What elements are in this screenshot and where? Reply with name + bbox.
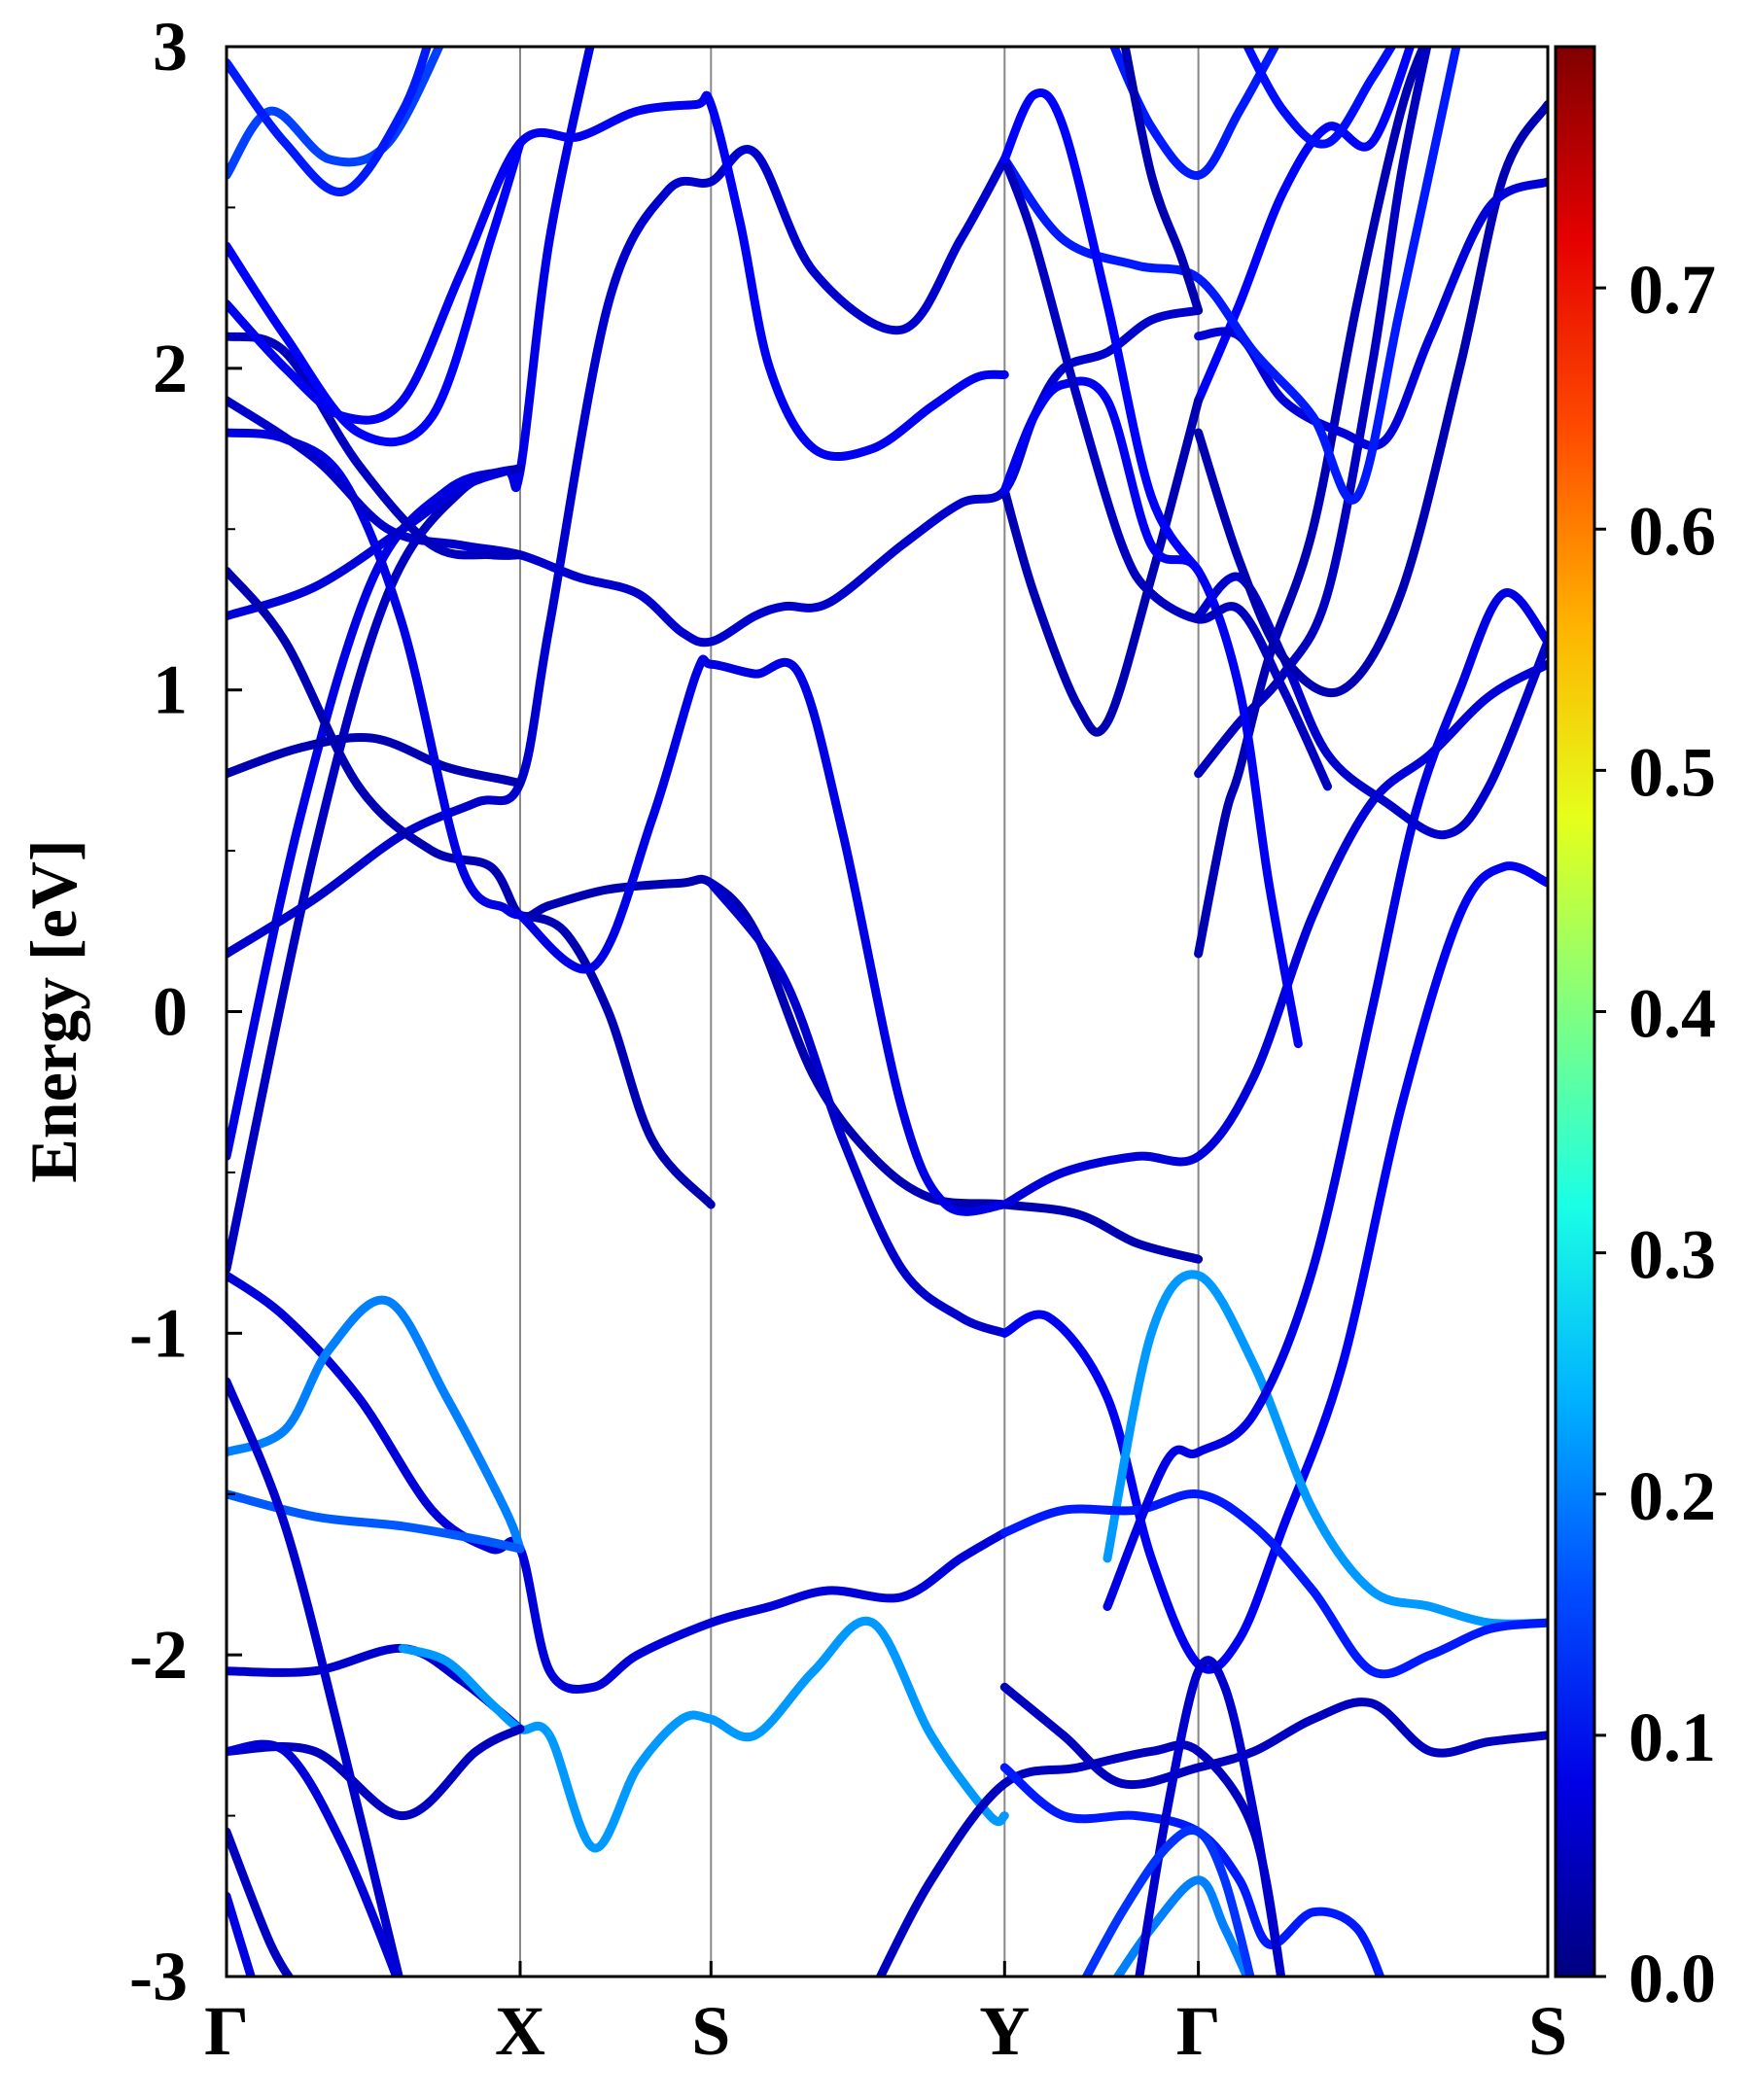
band-line: [227, 1377, 403, 1977]
colorbar-tick-label: 0.2: [1628, 1457, 1716, 1535]
band-line: [1194, 47, 1416, 405]
band-line: [398, 1616, 1009, 1853]
colorbar-tick-label: 0.6: [1628, 492, 1716, 570]
colorbar-tick-label: 0.5: [1628, 733, 1716, 811]
band-line: [1102, 1270, 1548, 1628]
band-line: [999, 155, 1332, 791]
band-line: [1194, 47, 1429, 959]
x-tick-label: S: [691, 1992, 730, 2070]
band-line: [227, 733, 525, 788]
x-tick-label: S: [1528, 1992, 1567, 2070]
band-line: [227, 138, 525, 447]
band-line: [227, 1724, 525, 1821]
band-line: [227, 47, 444, 180]
band-line: [227, 1271, 1009, 1694]
band-line: [227, 1739, 402, 1977]
band-line: [515, 910, 716, 1209]
band-line: [1194, 47, 1432, 779]
band-line: [1194, 100, 1548, 698]
colorbar-tick-label: 0.0: [1628, 1940, 1716, 2017]
bands: [227, 47, 1548, 1977]
band-line: [706, 878, 1009, 1338]
colorbar-tick-label: 0.7: [1628, 251, 1716, 329]
y-tick-label: 0: [153, 973, 188, 1051]
band-line: [227, 47, 595, 1161]
band-line: [227, 1891, 256, 1977]
x-tick-label: X: [495, 1992, 545, 2070]
band-line: [1102, 588, 1548, 1611]
band-line: [999, 1763, 1385, 1977]
band-line: [515, 654, 1009, 1216]
y-tick-label: 1: [153, 651, 188, 729]
colorbar-tick-label: 0.4: [1628, 975, 1716, 1053]
y-tick-label: 3: [153, 8, 188, 86]
x-tick-label: Γ: [1176, 1992, 1221, 2070]
y-ticks: 3 2 1 0 -1 -2 -3: [129, 8, 242, 2015]
band-line: [1112, 1875, 1252, 1977]
y-tick-label: 2: [153, 330, 188, 407]
band-line: [999, 396, 1204, 737]
band-line: [999, 1489, 1548, 1679]
band-line: [227, 145, 1009, 959]
band-line: [227, 305, 1204, 648]
colorbar-gradient: [1554, 45, 1596, 1978]
band-line: [227, 90, 1009, 462]
band-line: [999, 376, 1303, 1049]
band-line: [227, 566, 1204, 1264]
band-line: [227, 1295, 525, 1554]
band-line: [227, 332, 525, 560]
band-line: [1242, 47, 1397, 149]
x-tick-label: Γ: [204, 1992, 249, 2070]
y-tick-label: -1: [129, 1294, 188, 1372]
band-line: [227, 47, 432, 196]
y-tick-label: -2: [129, 1616, 188, 1694]
y-axis-title: Energy [eV]: [17, 839, 90, 1182]
band-line: [999, 88, 1204, 576]
colorbar-tick-label: 0.3: [1628, 1216, 1716, 1294]
band-line: [227, 428, 525, 920]
band-line: [1081, 1825, 1255, 1977]
band-line: [227, 1489, 525, 1554]
kpath-lines: [519, 47, 1200, 1977]
colorbar-tick-label: 0.1: [1628, 1698, 1716, 1776]
plot-area: 3 2 1 0 -1 -2 -3 Γ X S Y Γ S: [129, 8, 1567, 2070]
y-tick-label: -3: [129, 1938, 188, 2015]
colorbar: 0.0 0.1 0.2 0.3 0.4 0.5 0.6 0.7: [1554, 45, 1716, 2017]
x-tick-label: Y: [979, 1992, 1030, 2070]
band-line: [1120, 47, 1204, 315]
band-line: [227, 1827, 295, 1977]
colorbar-ticks: 0.0 0.1 0.2 0.3 0.4 0.5 0.6 0.7: [1594, 251, 1716, 2017]
